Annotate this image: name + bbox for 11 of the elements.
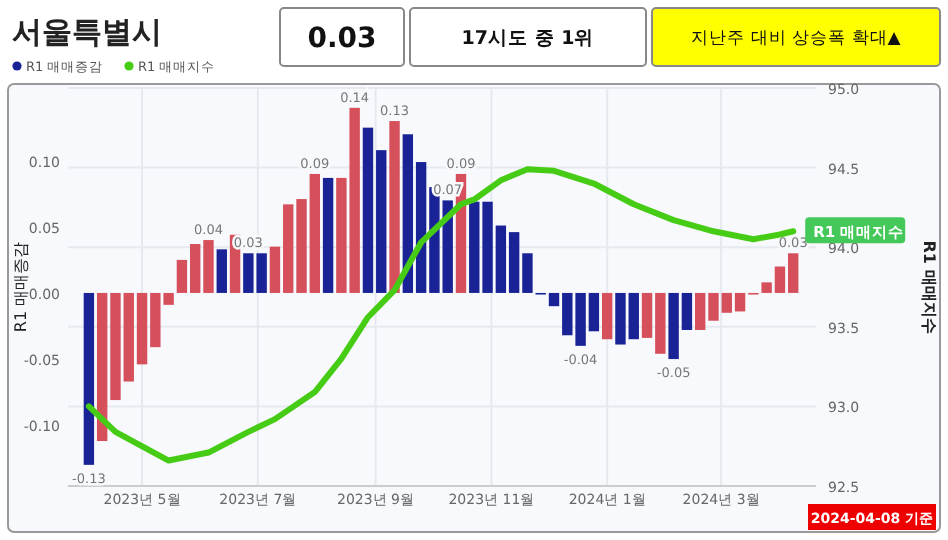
- bar: [601, 292, 613, 340]
- text: 지난주 대비 상승폭 확대▲: [691, 28, 902, 49]
- y-axis-title: R1 매매증감: [12, 241, 30, 333]
- bar: [389, 121, 400, 293]
- text: 0.03: [307, 22, 377, 55]
- bar: [216, 249, 227, 293]
- text: 17시도 중 1위: [461, 27, 595, 50]
- bar: [83, 292, 95, 465]
- bar: [322, 177, 334, 293]
- chart-title: 서울특별시: [12, 14, 162, 50]
- y2-axis-title: R1 매매지수: [920, 240, 938, 334]
